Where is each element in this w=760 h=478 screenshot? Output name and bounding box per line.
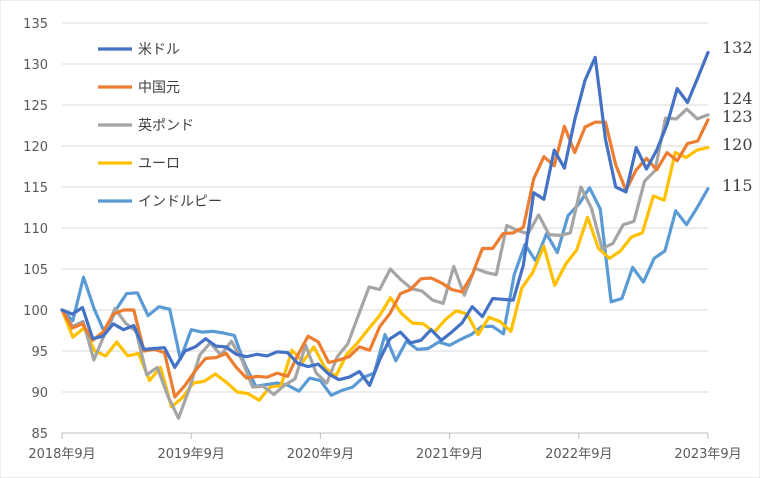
y-tick-label: 120 — [23, 140, 48, 155]
legend-label: 米ドル — [138, 42, 180, 58]
series-line-0 — [60, 50, 710, 387]
legend-label: インドルピー — [138, 194, 222, 210]
y-tick-label: 90 — [31, 386, 48, 401]
x-tick-label: 2019年9月 — [158, 447, 225, 462]
axes: 85 90 95 100 105 110 115 120 125 130 135 2018年9月 201… — [23, 17, 742, 462]
y-tick-label: 130 — [23, 58, 48, 73]
end-value-label: 132 — [722, 38, 753, 57]
legend-label: 中国元 — [138, 80, 180, 96]
x-tick-label: 2018年9月 — [28, 447, 95, 462]
end-value-label: 123 — [722, 107, 753, 126]
end-value-label: 124 — [722, 89, 753, 108]
y-tick-label: 95 — [31, 345, 48, 360]
y-tick-label: 115 — [23, 181, 48, 196]
series-line-2 — [60, 107, 710, 420]
y-tick-label: 85 — [31, 427, 48, 442]
y-tick-label: 135 — [23, 17, 48, 32]
end-value-label: 115 — [722, 176, 753, 195]
x-tick-label: 2023年9月 — [674, 447, 741, 462]
x-tick-label: 2021年9月 — [416, 447, 483, 462]
end-value-label: 120 — [722, 135, 753, 154]
x-tick-label: 2020年9月 — [287, 447, 354, 462]
legend-label: ユーロ — [138, 156, 180, 172]
series-line-1 — [60, 118, 710, 399]
y-tick-label: 100 — [23, 304, 48, 319]
y-tick-label: 125 — [23, 99, 48, 114]
x-tick-label: 2022年9月 — [545, 447, 612, 462]
legend-label: 英ポンド — [138, 117, 194, 134]
series-lines — [60, 50, 710, 420]
y-tick-label: 105 — [23, 263, 48, 278]
series-line-4 — [60, 186, 710, 397]
y-tick-label: 110 — [23, 222, 48, 237]
